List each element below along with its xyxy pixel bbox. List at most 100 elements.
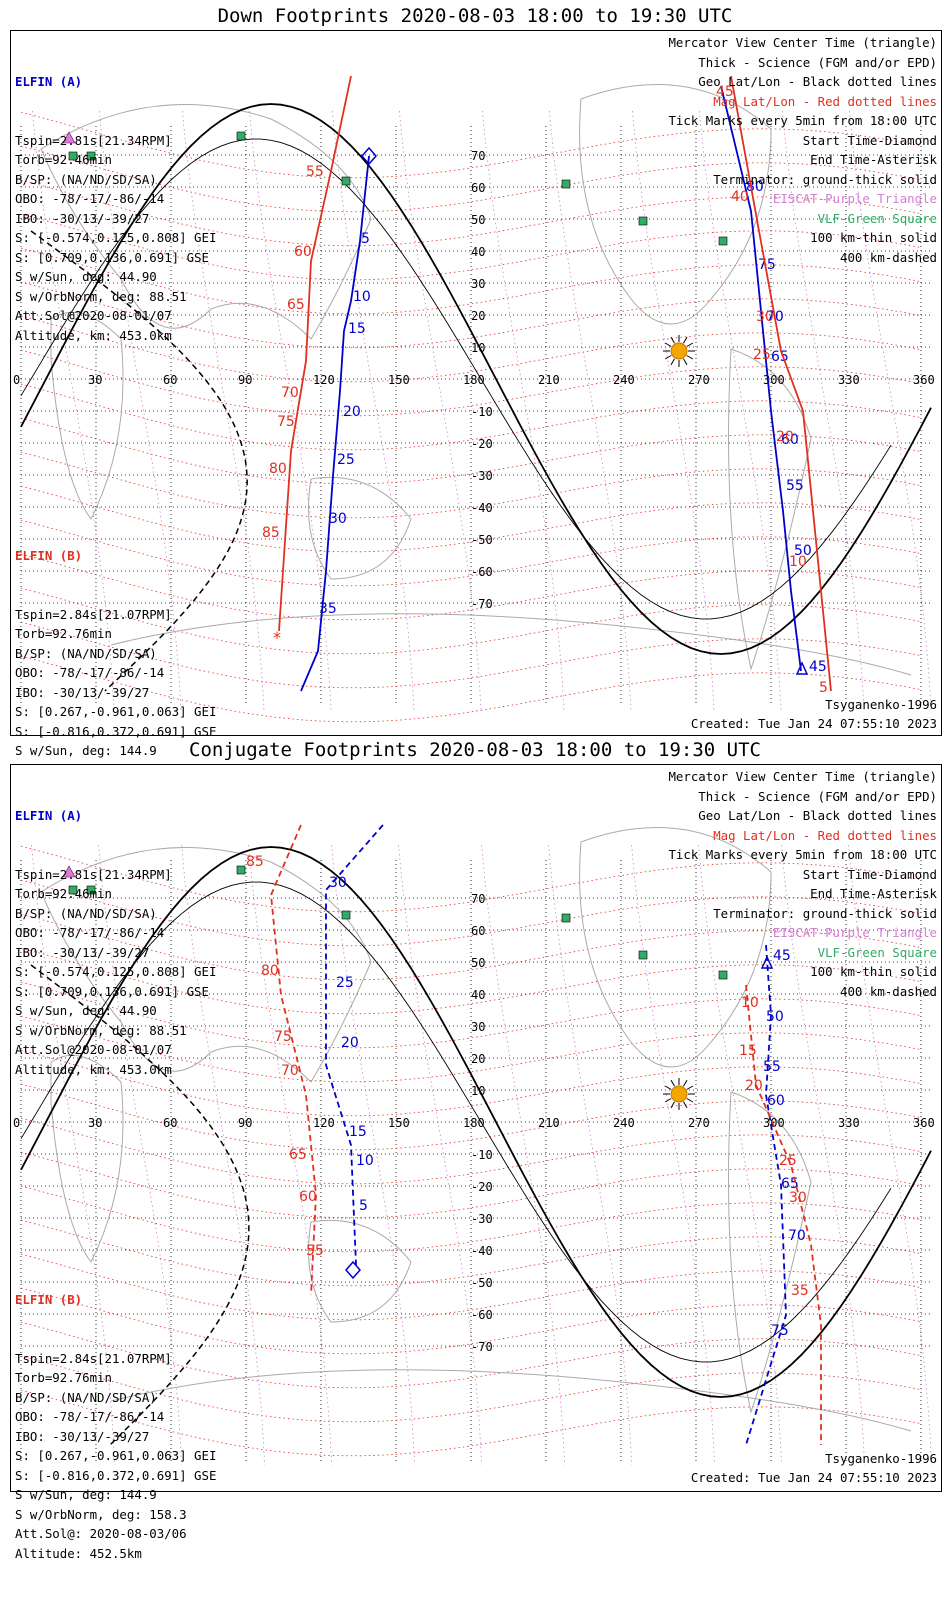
south-america-outline (728, 348, 812, 671)
elfin-b-mag-label: 20 (745, 1078, 763, 1094)
elfin-b-mag-label: 30 (789, 1190, 807, 1206)
lon-tick-label: 330 (838, 1116, 860, 1130)
sun-ray (683, 1079, 688, 1087)
legend-entry: Mercator View Center Time (triangle) (668, 769, 937, 784)
lon-tick-label: 90 (238, 373, 252, 387)
info-line: OBO: -78/-17/-86/-14 (15, 925, 165, 940)
terminator-ground (20, 103, 932, 655)
mag-lat-line (20, 1253, 922, 1321)
sun-ray (670, 336, 675, 344)
mag-lat-line (20, 145, 922, 213)
lat-tick-label: -70 (471, 1340, 493, 1354)
mag-lat-line (20, 553, 922, 621)
elfin-a-tick-label: 35 (319, 601, 337, 617)
vlf-square-icon (561, 913, 571, 923)
elfin-a-tick-label: 5 (359, 1198, 368, 1214)
info-line: IBO: -30/13/-39/27 (15, 210, 150, 226)
created-label: Created: Tue Jan 24 07:55:10 2023 (690, 716, 937, 731)
info-line: Tspin=2.84s[21.07RPM] (15, 1350, 172, 1366)
lon-tick-label: 60 (163, 1116, 177, 1130)
sun-ray (686, 342, 694, 347)
down-footprints-panel: 0 30 60 90 120 150 180 210 240 270 300 330 360 70 60 50… (10, 30, 942, 817)
info-line: S: [0.709,0.136,0.691] GSE (15, 983, 209, 999)
australia-outline (308, 476, 412, 580)
legend-entry: VLF-Green Square (817, 210, 937, 226)
mag-lat-line (20, 213, 922, 281)
sun-icon (670, 1085, 688, 1103)
legend-entry: Tick Marks every 5min from 18:00 UTC (668, 847, 937, 862)
elfin-a-tick-label: 15 (349, 1124, 367, 1140)
mag-lat-line (20, 1287, 922, 1355)
lon-tick-label: 150 (388, 373, 410, 387)
elfin-a-info: ELFIN (A) Tspin=2.81s[21.34RPM] Torb=92.4… (15, 767, 216, 1118)
vlf-square-icon (68, 885, 78, 895)
elfin-b-tick-label: 45 (809, 659, 827, 675)
mag-lat-line (20, 179, 922, 247)
africa-outline (50, 311, 124, 520)
mag-lon-line (848, 844, 932, 1466)
lon-tick-label: 0 (13, 373, 20, 387)
legend-entry: Terminator: ground-thick solid (713, 171, 937, 187)
mag-lon-line (248, 844, 332, 1466)
info-line: S: [-0.816,0.372,0.691] GSE (15, 723, 217, 739)
info-line: IBO: -30/13/-39/27 (15, 684, 150, 700)
model-label: Tsyganenko-1996 (825, 1451, 937, 1466)
elfin-a-mag-label: 80 (261, 963, 279, 979)
vlf-square-icon (638, 950, 648, 960)
lon-tick-label: 300 (763, 1116, 785, 1130)
elfin-b-mag-label: 40 (731, 189, 749, 205)
elfin-b-tick-label: 60 (767, 1093, 785, 1109)
elfin-a-tick-label: 30 (329, 875, 347, 891)
info-line: Att.Sol@2020-08-01/07 (15, 308, 172, 323)
elfin-a-tick-label: 20 (341, 1035, 359, 1051)
vlf-square-icon (68, 151, 78, 161)
mag-lon-line (31, 844, 115, 1466)
info-line: Tspin=2.81s[21.34RPM] (15, 866, 172, 882)
panel1-title: Down Footprints 2020-08-03 18:00 to 19:3… (217, 5, 733, 27)
sun-icon (670, 342, 688, 360)
mag-lat-line (20, 655, 922, 723)
legend-entry: 100 km-thin solid (810, 230, 937, 245)
elfin-a-lines: Tspin=2.81s[21.34RPM] Torb=92.46min B/SP: … (15, 865, 216, 1080)
mag-lon-line (698, 844, 782, 1466)
sun-ray (683, 336, 688, 344)
info-line: B/SP: (NA/ND/SD/SA) (15, 1389, 157, 1405)
info-line: B/SP: (NA/ND/SD/SA) (15, 645, 157, 661)
sun-ray (686, 355, 694, 360)
lat-tick-label: 60 (471, 181, 485, 195)
vlf-square-icon (718, 236, 728, 246)
elfin-b-mag-track (730, 75, 832, 692)
lat-tick-label: -20 (471, 437, 493, 451)
lat-tick-label: -40 (471, 501, 493, 515)
lat-tick-label: -30 (471, 1212, 493, 1226)
vlf-square-icon (561, 179, 571, 189)
info-line: S w/OrbNorm, deg: 88.51 (15, 288, 187, 304)
elfin-a-tick-label: 25 (337, 452, 355, 468)
vlf-square-icon (236, 131, 246, 141)
info-line: S w/Sun, deg: 144.9 (15, 743, 157, 758)
legend-entry: 100 km-thin solid (810, 964, 937, 979)
lat-tick-label: 20 (471, 1052, 485, 1066)
elfin-b-mag-label: 15 (739, 1043, 757, 1059)
legend-entry: Geo Lat/Lon - Black dotted lines (698, 74, 937, 89)
sun-ray (683, 1101, 688, 1109)
elfin-b-mag-label: 45 (716, 84, 734, 100)
legend-entry: Terminator: ground-thick solid (713, 905, 937, 921)
elfin-b-label: ELFIN (B) (15, 548, 83, 563)
mag-lon-line (181, 844, 265, 1466)
mag-lon-line (399, 110, 482, 712)
center-triangle-icon (760, 955, 774, 969)
legend-entry: Thick - Science (FGM and/or EPD) (698, 54, 937, 70)
mag-lon-line (398, 844, 482, 1466)
mag-lat-line (20, 383, 922, 451)
eiscat-triangle-icon (62, 131, 76, 144)
lat-tick-label: 30 (471, 1020, 485, 1034)
mag-lat-line (20, 247, 922, 315)
mag-lat-line (20, 1355, 922, 1423)
lat-tick-label: 70 (471, 892, 485, 906)
elfin-b-mag-label: 10 (741, 995, 759, 1011)
info-line: S: [-0.816,0.372,0.691] GSE (15, 1467, 217, 1483)
lon-tick-label: 60 (163, 373, 177, 387)
mag-lat-line (20, 845, 922, 913)
elfin-b-mag-label: 25 (779, 1153, 797, 1169)
